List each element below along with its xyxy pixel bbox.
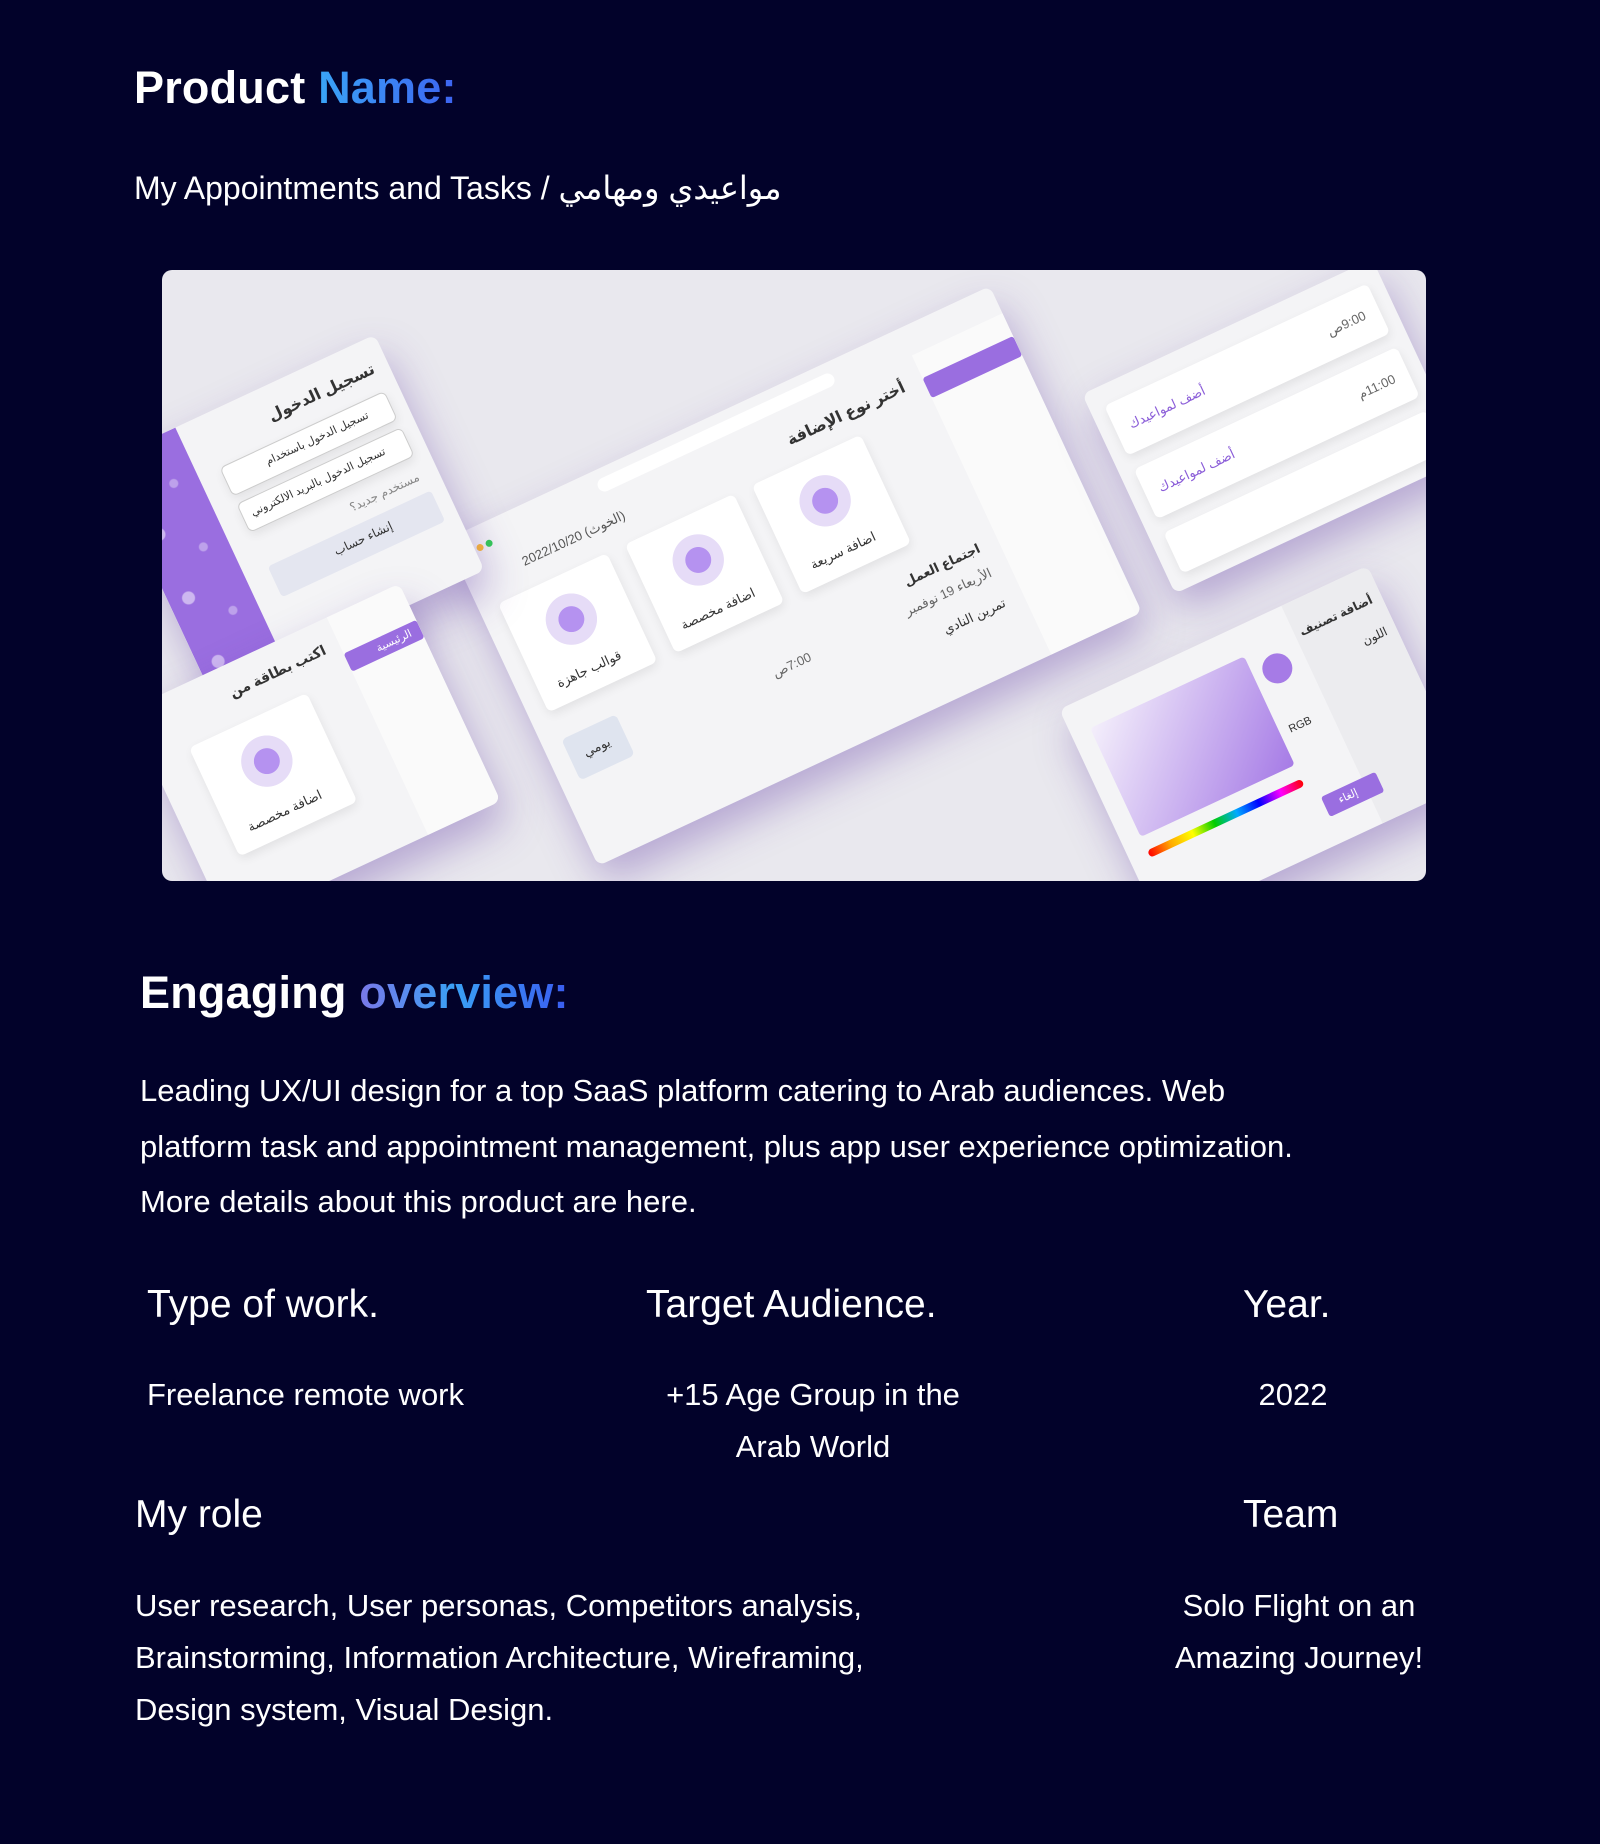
year-value: 2022 xyxy=(1258,1377,1328,1412)
rgb-label: RGB xyxy=(1286,714,1314,736)
color-gradient-field xyxy=(1090,656,1295,837)
team-value: Solo Flight on an Amazing Journey! xyxy=(1174,1588,1424,1675)
product-name: My Appointments and Tasks / مواعيدي ومها… xyxy=(134,170,782,206)
date-label: (الخوث) 2022/10/20 xyxy=(519,507,628,569)
exercise-label: تمرين النادي xyxy=(940,595,1008,637)
sidebar xyxy=(911,313,1142,655)
overview-text: Leading UX/UI design for a top SaaS plat… xyxy=(140,1073,1293,1219)
team-label: Team xyxy=(1243,1493,1339,1536)
type-of-work-value: Freelance remote work xyxy=(147,1377,465,1412)
add-type-screen: أختر نوع الإضافة (الخوث) 2022/10/20 قوال… xyxy=(446,286,1142,866)
type-of-work-label: Type of work. xyxy=(147,1283,379,1326)
time-label: 7:00ص xyxy=(770,649,814,681)
product-showcase-image: أختر نوع الإضافة (الخوث) 2022/10/20 قوال… xyxy=(162,270,1426,881)
appointments-list-screen: أضف لمواعيدك 9:00ص أضف لمواعيدك 11:00م xyxy=(1082,270,1426,594)
my-role-value: User research, User personas, Competitor… xyxy=(135,1588,864,1727)
target-audience-value: +15 Age Group in the Arab World xyxy=(666,1377,960,1464)
color-preview xyxy=(1257,648,1298,689)
target-audience-label: Target Audience. xyxy=(646,1283,937,1326)
my-role-label: My role xyxy=(135,1493,263,1536)
year-label: Year. xyxy=(1243,1283,1331,1326)
product-name-heading: Product Name: xyxy=(134,62,457,113)
overview-heading: Engaging overview: xyxy=(140,967,569,1018)
